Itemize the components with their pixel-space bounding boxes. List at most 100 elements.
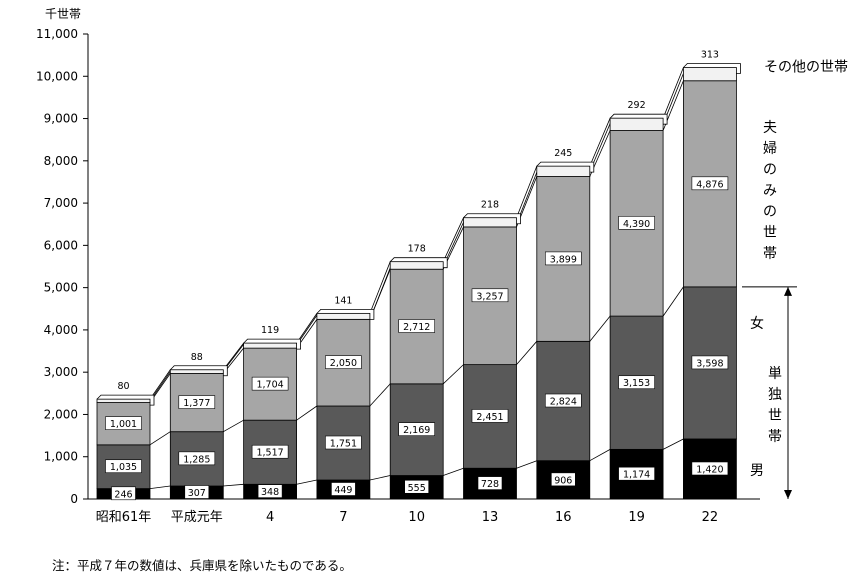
data-label-box [471, 288, 509, 303]
y-tick-label: 5,000 [44, 281, 78, 295]
x-tick-label: 19 [628, 510, 645, 525]
side-label-couple-char: み [763, 183, 777, 199]
y-tick-label: 4,000 [44, 323, 78, 337]
side-label-other: その他の世帯 [764, 60, 848, 76]
data-label: 1,377 [183, 398, 210, 409]
data-label-box [398, 319, 436, 333]
x-tick-label: 16 [555, 510, 572, 525]
data-label-box [325, 435, 362, 450]
data-label: 246 [114, 489, 132, 500]
data-label: 2,824 [550, 397, 577, 408]
bar-segment [96, 398, 151, 403]
data-label: 2,712 [403, 322, 430, 333]
data-label: 728 [481, 479, 499, 490]
bar-segment [169, 369, 224, 374]
series-connector-line [296, 405, 318, 421]
data-label-box [105, 416, 142, 430]
bracket-arrow-up [784, 286, 792, 296]
series-connector-line [223, 419, 244, 433]
side-label-couple-char: 婦 [763, 140, 777, 157]
series-connector-line [149, 485, 171, 489]
x-tick-label: 13 [482, 510, 499, 525]
series-connector-line [516, 460, 537, 469]
data-label: 1,517 [256, 448, 283, 459]
footnote: 注：平成７年の数値は、兵庫県を除いたものである。 [52, 558, 352, 573]
data-label: 292 [628, 100, 646, 111]
series-connector-line [589, 118, 611, 167]
data-label: 2,169 [403, 425, 430, 436]
side-label-female: 女 [750, 315, 764, 332]
data-label: 1,285 [183, 454, 210, 465]
data-label: 3,598 [696, 358, 723, 369]
side-label-couple-char: 帯 [763, 246, 777, 262]
data-label: 555 [408, 483, 426, 494]
data-label: 218 [481, 200, 499, 211]
side-label-single-char: 独 [768, 387, 782, 403]
y-tick-label: 8,000 [44, 154, 78, 168]
data-label: 1,751 [330, 439, 357, 450]
series-connector-line [516, 341, 538, 365]
data-label: 313 [701, 50, 719, 61]
y-tick-label: 3,000 [44, 365, 78, 379]
data-label-box [550, 472, 576, 487]
bar-segment [536, 165, 591, 177]
data-label-box [544, 251, 582, 266]
data-label-box [331, 482, 356, 496]
data-label: 3,153 [623, 378, 650, 389]
series-connector-line [222, 342, 244, 371]
data-label: 178 [408, 244, 426, 255]
side-label-couple-char: の [763, 204, 777, 220]
data-label-box [178, 451, 216, 466]
data-label-box [105, 459, 142, 474]
series-connector-line [662, 438, 684, 450]
data-label: 141 [334, 295, 352, 306]
y-tick-label: 9,000 [44, 112, 78, 126]
x-tick-label: 4 [266, 510, 274, 525]
x-tick-label: 昭和61年 [96, 510, 152, 525]
data-label: 80 [117, 381, 129, 392]
data-label-box [544, 393, 582, 408]
series-connector-line [516, 165, 538, 218]
data-label: 1,174 [623, 470, 650, 481]
side-label-single-char: 単 [768, 366, 782, 382]
series-connector-line [442, 364, 464, 385]
data-label-box [618, 466, 655, 481]
data-label: 3,899 [550, 254, 577, 265]
data-label-box [184, 485, 210, 499]
bar-segment [243, 342, 298, 349]
data-label: 4,390 [623, 219, 650, 230]
data-label: 2,050 [330, 358, 357, 369]
series-connector-line [149, 369, 171, 400]
data-label-box [691, 461, 729, 476]
series-connector-line [223, 483, 244, 487]
side-label-single-char: 帯 [768, 429, 782, 445]
series-connector-line [369, 475, 391, 481]
data-label: 119 [261, 325, 279, 336]
data-label-box [398, 422, 436, 436]
data-label-box [471, 409, 509, 423]
data-label: 245 [554, 148, 572, 159]
side-label-couple-char: の [763, 162, 777, 178]
series-connector-line [442, 217, 464, 262]
y-tick-label: 6,000 [44, 238, 78, 252]
data-label: 449 [334, 485, 352, 496]
x-tick-label: 7 [339, 510, 347, 525]
y-tick-label: 10,000 [36, 69, 78, 83]
y-tick-label: 2,000 [44, 407, 78, 421]
x-tick-label: 22 [702, 510, 719, 525]
side-label-male: 男 [750, 463, 764, 479]
data-label-box [111, 486, 136, 501]
data-label: 1,035 [110, 462, 137, 473]
y-tick-label: 0 [70, 492, 78, 506]
data-label-box [178, 395, 216, 409]
bar-segment [609, 117, 664, 131]
data-label: 1,420 [696, 464, 723, 475]
y-tick-label: 7,000 [44, 196, 78, 210]
bracket-arrow-down [784, 490, 792, 499]
y-tick-label: 1,000 [44, 450, 78, 464]
data-label: 3,257 [476, 291, 503, 302]
x-tick-label: 平成元年 [171, 510, 223, 525]
data-label-box [404, 479, 430, 494]
